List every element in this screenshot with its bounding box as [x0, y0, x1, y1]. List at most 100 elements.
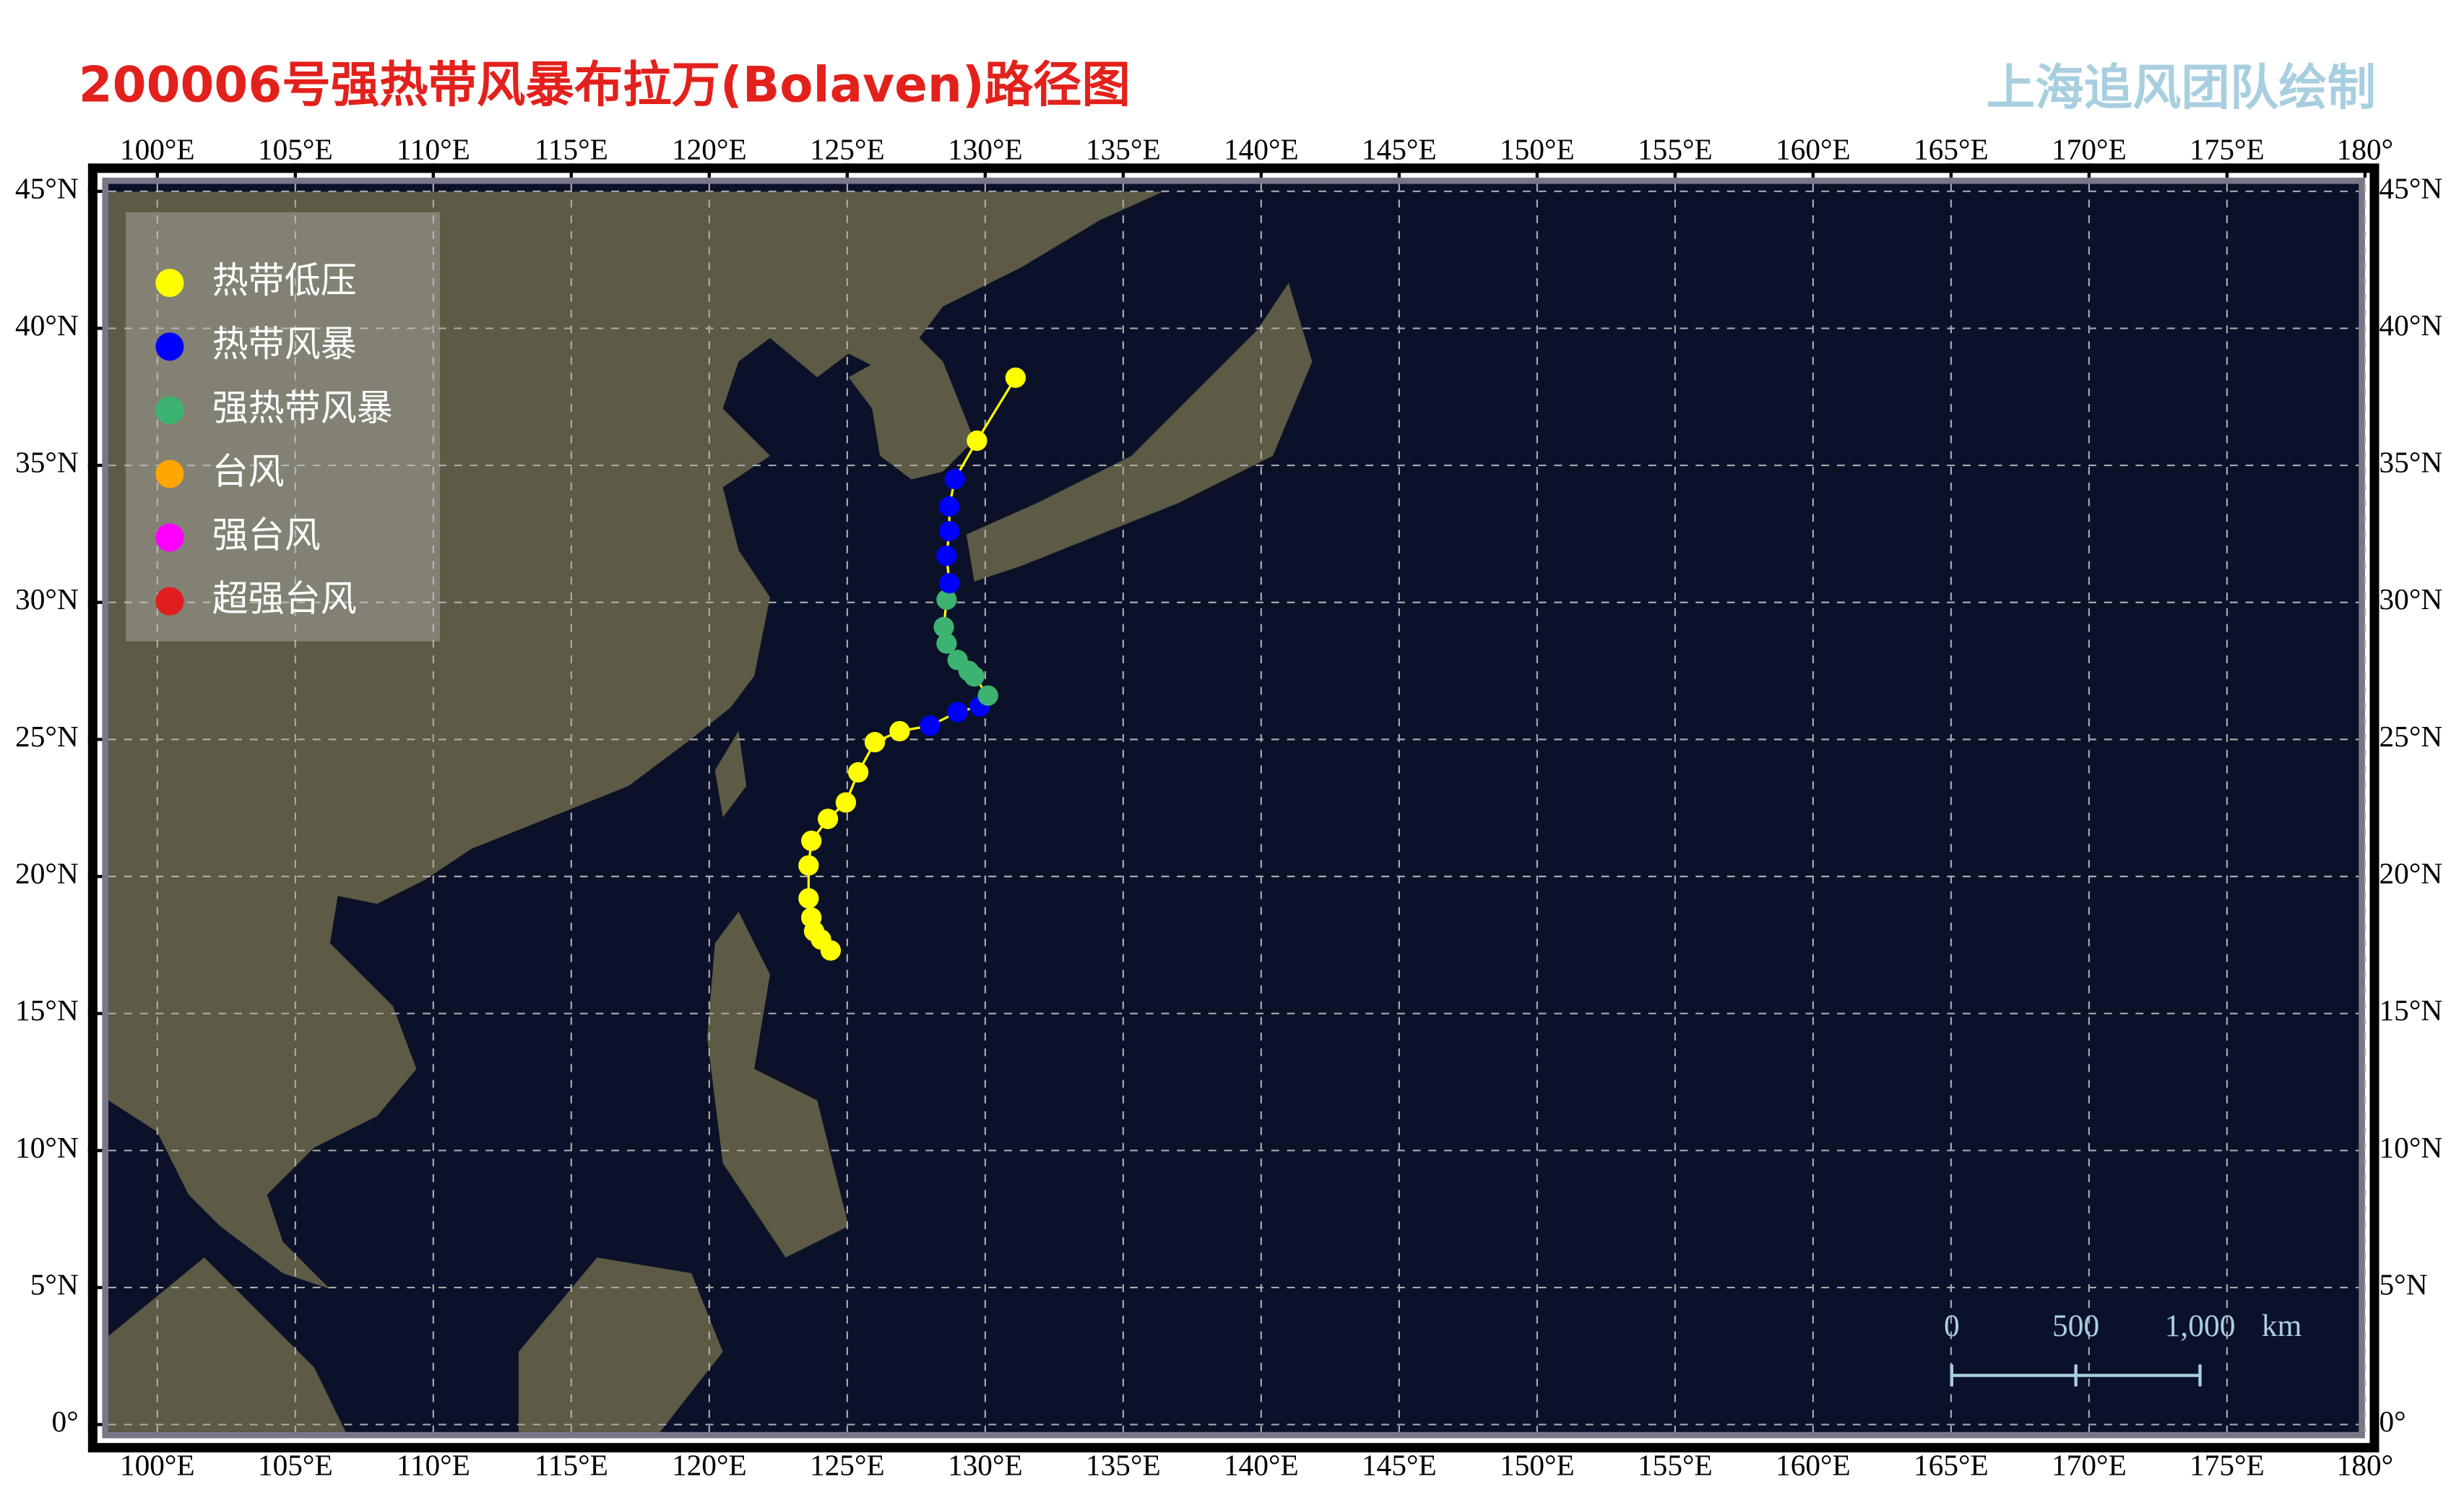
- legend-marker: [155, 587, 184, 616]
- y-tick-label: 20°N: [2379, 857, 2443, 890]
- legend-label: 强热带风暴: [212, 387, 393, 428]
- x-tick-label: 105°E: [258, 1448, 333, 1481]
- track-point: [920, 715, 941, 736]
- x-tick-label: 165°E: [1914, 1448, 1989, 1481]
- land: [108, 191, 1313, 1432]
- x-tick-label: 140°E: [1224, 1448, 1299, 1481]
- track-point: [1005, 367, 1026, 388]
- x-tick-label: 115°E: [535, 1448, 608, 1481]
- x-tick-label: 115°E: [535, 133, 608, 166]
- x-tick-label: 165°E: [1914, 133, 1989, 166]
- legend-label: 强台风: [212, 514, 321, 556]
- legend-marker: [155, 523, 184, 552]
- land-philippines: [706, 911, 849, 1258]
- track-point: [944, 468, 965, 490]
- track-point: [889, 720, 910, 742]
- x-tick-label: 170°E: [2052, 1448, 2127, 1481]
- x-tick-label: 150°E: [1500, 133, 1575, 166]
- x-tick-label: 155°E: [1638, 1448, 1713, 1481]
- track-point: [801, 907, 822, 928]
- legend-label: 超强台风: [212, 578, 357, 620]
- track-point: [977, 685, 998, 706]
- y-tick-label: 20°N: [15, 857, 79, 890]
- track-point: [817, 809, 839, 829]
- y-tick-label: 5°N: [30, 1267, 79, 1301]
- y-tick-label: 45°N: [2379, 171, 2443, 204]
- x-tick-label: 175°E: [2189, 1448, 2265, 1481]
- y-tick-label: 35°N: [2379, 446, 2443, 479]
- y-tick-label: 15°N: [2379, 994, 2443, 1027]
- x-tick-label: 135°E: [1086, 1448, 1161, 1481]
- land-taiwan: [714, 730, 747, 818]
- legend-label: 热带低压: [212, 259, 357, 301]
- ticks: 100°E 100°E 105°E 105°E 110°E 110°E 115°E 115°E…: [15, 133, 2442, 1482]
- x-tick-label: 110°E: [397, 1448, 470, 1481]
- track-point: [947, 702, 968, 723]
- x-tick-label: 170°E: [2052, 133, 2127, 166]
- legend-marker: [155, 332, 184, 361]
- x-tick-label: 140°E: [1224, 133, 1299, 166]
- y-tick-label: 25°N: [15, 720, 79, 753]
- land-korea: [848, 337, 974, 480]
- scale-unit: km: [2262, 1309, 2302, 1343]
- track-point: [798, 855, 819, 876]
- legend-label: 热带风暴: [212, 323, 357, 365]
- y-tick-label: 40°N: [2379, 309, 2443, 342]
- scale-label: 500: [2052, 1309, 2099, 1343]
- scale-label: 0: [1944, 1309, 1960, 1343]
- x-tick-label: 155°E: [1638, 133, 1713, 166]
- legend-label: 台风: [212, 450, 285, 492]
- scale-line: [1950, 1364, 2202, 1387]
- grid: [108, 184, 2366, 1432]
- y-tick-label: 40°N: [15, 309, 79, 342]
- y-tick-label: 10°N: [2379, 1131, 2443, 1164]
- y-tick-label: 30°N: [15, 582, 79, 616]
- x-tick-label: 105°E: [258, 133, 333, 166]
- y-tick-label: 25°N: [2379, 720, 2443, 753]
- x-tick-label: 160°E: [1776, 1448, 1851, 1481]
- scale-bar: 0 500 1,000 km: [1944, 1309, 2302, 1387]
- track-point: [947, 650, 968, 671]
- x-tick-label: 130°E: [948, 1448, 1023, 1481]
- x-tick-label: 130°E: [948, 133, 1023, 166]
- y-tick-label: 45°N: [15, 171, 79, 204]
- track-point: [936, 589, 957, 611]
- track-point: [798, 888, 819, 909]
- track-point: [936, 546, 957, 566]
- y-tick-label: 0°: [52, 1405, 79, 1438]
- track: [798, 367, 1026, 961]
- x-tick-label: 100°E: [120, 133, 195, 166]
- track-point: [939, 573, 960, 594]
- land-sumatra: [108, 1257, 346, 1432]
- track-point: [967, 430, 987, 452]
- x-tick-label: 125°E: [810, 1448, 885, 1481]
- y-tick-label: 5°N: [2379, 1267, 2428, 1301]
- scale-label: 1,000: [2165, 1309, 2236, 1343]
- track-point: [939, 496, 960, 517]
- track-point: [936, 633, 957, 654]
- land-asia: [108, 191, 1163, 1289]
- x-tick-label: 100°E: [120, 1448, 195, 1481]
- x-tick-label: 125°E: [810, 133, 885, 166]
- y-tick-label: 10°N: [15, 1131, 79, 1164]
- legend-marker: [155, 460, 184, 488]
- x-tick-label: 150°E: [1500, 1448, 1575, 1481]
- x-tick-label: 120°E: [672, 1448, 747, 1481]
- track-point: [939, 520, 960, 542]
- track-point: [835, 792, 857, 813]
- y-tick-label: 15°N: [15, 994, 79, 1027]
- track-point: [801, 830, 822, 851]
- x-tick-label: 175°E: [2189, 133, 2265, 166]
- legend-marker: [155, 396, 184, 425]
- title: 200006号强热带风暴布拉万(Bolaven)路径图: [79, 56, 1131, 113]
- x-tick-label: 120°E: [672, 133, 747, 166]
- y-tick-label: 30°N: [2379, 582, 2443, 616]
- track-point: [847, 762, 869, 783]
- track-point: [933, 616, 954, 638]
- x-tick-label: 110°E: [397, 133, 470, 166]
- legend-marker: [155, 269, 184, 298]
- y-tick-label: 35°N: [15, 446, 79, 479]
- x-tick-label: 145°E: [1362, 133, 1437, 166]
